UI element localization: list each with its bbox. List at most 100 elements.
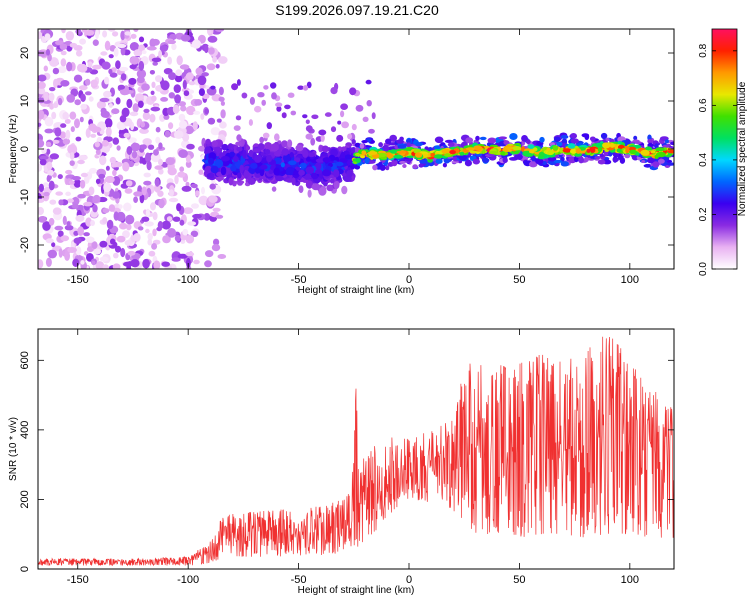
spectrogram-cell-450 [104, 76, 110, 85]
spectrogram-cell-720 [43, 65, 48, 72]
spectrogram-cell-2996 [396, 150, 407, 154]
spectrogram-cell-820 [169, 189, 174, 197]
spectrogram-cell-9 [115, 60, 121, 70]
spectrogram-cell-1581 [206, 172, 215, 179]
spectrogram-cell-803 [123, 202, 132, 212]
spectrogram-cell-1700 [322, 157, 331, 163]
spectrogram-cell-491 [57, 230, 64, 237]
colorbar-tick-label-3: 0.6 [698, 98, 709, 112]
spectrogram-cell-580 [129, 64, 137, 70]
spectrogram-cell-2112 [600, 132, 608, 140]
spectrogram-cell-509 [142, 258, 150, 269]
spectrogram-cell-223 [158, 142, 163, 150]
spectrogram-cell-739 [38, 50, 45, 57]
spectrogram-cell-796 [43, 91, 49, 102]
spectrogram-cell-744 [157, 221, 164, 230]
spectrogram-cell-87 [179, 166, 185, 172]
spectrogram-cell-679 [43, 191, 50, 197]
spectrogram-cell-2486 [553, 159, 563, 164]
spectrogram-cell-1738 [333, 181, 340, 190]
spectrogram-cell-2093 [442, 162, 447, 168]
spectrogram-cell-379 [60, 58, 67, 67]
spectrogram-cell-2198 [670, 141, 674, 146]
spectrogram-cell-170 [71, 196, 80, 206]
spectrogram-cell-1735 [268, 169, 274, 174]
spectrogram-cell-1684 [232, 155, 239, 162]
spectrogram-cell-159 [88, 96, 94, 102]
spectrogram-cell-1782 [266, 122, 272, 130]
spectrogram-cell-805 [186, 257, 191, 268]
spectrogram-cell-800 [112, 191, 120, 199]
spectrogram-cell-1716 [280, 162, 285, 168]
spectrogram-cell-823 [49, 153, 60, 160]
spectrogram-cell-640 [99, 256, 109, 262]
spectrogram-cell-2980 [433, 154, 444, 159]
spectrogram-cell-395 [145, 228, 150, 234]
spectrogram-cell-777 [126, 146, 133, 155]
spectrogram-cell-423 [73, 237, 82, 244]
spectrogram-cell-383 [217, 254, 227, 259]
spectrogram-cell-2440 [503, 140, 510, 145]
spectrogram-cell-1792 [261, 99, 267, 106]
spectrogram-cell-512 [215, 64, 220, 69]
spectrogram-cell-768 [141, 50, 147, 55]
spectrogram-cell-412 [162, 235, 171, 244]
snr-x-tick-label-2: -50 [291, 574, 307, 586]
spectrogram-cell-1856 [385, 165, 390, 171]
spectrogram-cell-795 [182, 79, 187, 90]
spectrogram-cell-798 [58, 199, 64, 206]
spectrogram-cell-460 [187, 221, 197, 226]
spectrogram-x-tick-label-3: 0 [406, 274, 412, 286]
spectrogram-cell-2422 [578, 156, 584, 164]
spectrogram-cell-687 [111, 163, 118, 168]
spectrogram-cell-1785 [216, 118, 222, 123]
spectrogram-cell-713 [106, 219, 114, 230]
spectrogram-cell-2939 [355, 157, 361, 163]
spectrogram-cell-2414 [464, 159, 472, 167]
spectrogram-cell-465 [198, 169, 204, 175]
spectrogram-cell-2389 [419, 159, 428, 164]
spectrogram-cell-2871 [656, 151, 666, 158]
spectrogram-cell-725 [91, 241, 98, 250]
spectrogram-cell-2189 [372, 164, 378, 171]
spectrogram-cell-69 [120, 247, 126, 258]
spectrogram-cell-2118 [521, 135, 528, 142]
spectrogram-cell-566 [100, 51, 108, 56]
spectrogram-cell-683 [166, 216, 173, 222]
snr-frame [37, 328, 675, 570]
spectrogram-cell-662 [64, 225, 74, 231]
spectrogram-cell-1747 [320, 134, 325, 142]
spectrogram-cell-706 [153, 260, 161, 269]
spectrogram-cell-1667 [266, 154, 273, 163]
spectrogram-cell-575 [120, 73, 127, 81]
spectrogram-cell-114 [49, 87, 56, 92]
spectrogram-cell-619 [177, 171, 186, 178]
spectrogram-cell-280 [180, 105, 187, 112]
snr-y-tick-label-2: 400 [19, 421, 31, 439]
spectrogram-cell-2955 [570, 148, 577, 154]
spectrogram-cell-500 [66, 198, 74, 203]
spectrogram-cell-546 [92, 196, 98, 204]
spectrogram-cell-2962 [441, 148, 451, 154]
spectrogram-cell-131 [112, 31, 119, 37]
spectrogram-cell-521 [45, 141, 52, 147]
spectrogram-cell-2992 [449, 150, 456, 155]
spectrogram-cell-1517 [311, 183, 321, 191]
spectrogram-cell-481 [65, 191, 71, 196]
spectrogram-cell-2854 [529, 149, 535, 154]
spectrogram-cell-1343 [341, 185, 348, 195]
spectrogram-cell-597 [130, 142, 141, 152]
spectrogram-cell-2447 [602, 159, 612, 165]
spectrogram-cell-524 [112, 137, 120, 145]
spectrogram-cell-582 [95, 149, 101, 155]
spectrogram-cell-836 [119, 222, 128, 230]
spectrogram-cell-2497 [514, 154, 523, 160]
spectrogram-cell-535 [48, 217, 55, 226]
snr-series-line [38, 336, 674, 567]
spectrogram-cell-816 [91, 260, 96, 266]
spectrogram-cell-2263 [444, 139, 454, 143]
spectrogram-cell-2376 [528, 161, 538, 168]
spectrogram-cell-625 [71, 203, 79, 209]
spectrogram-cell-2467 [472, 158, 480, 165]
spectrogram-cell-97 [174, 74, 183, 83]
